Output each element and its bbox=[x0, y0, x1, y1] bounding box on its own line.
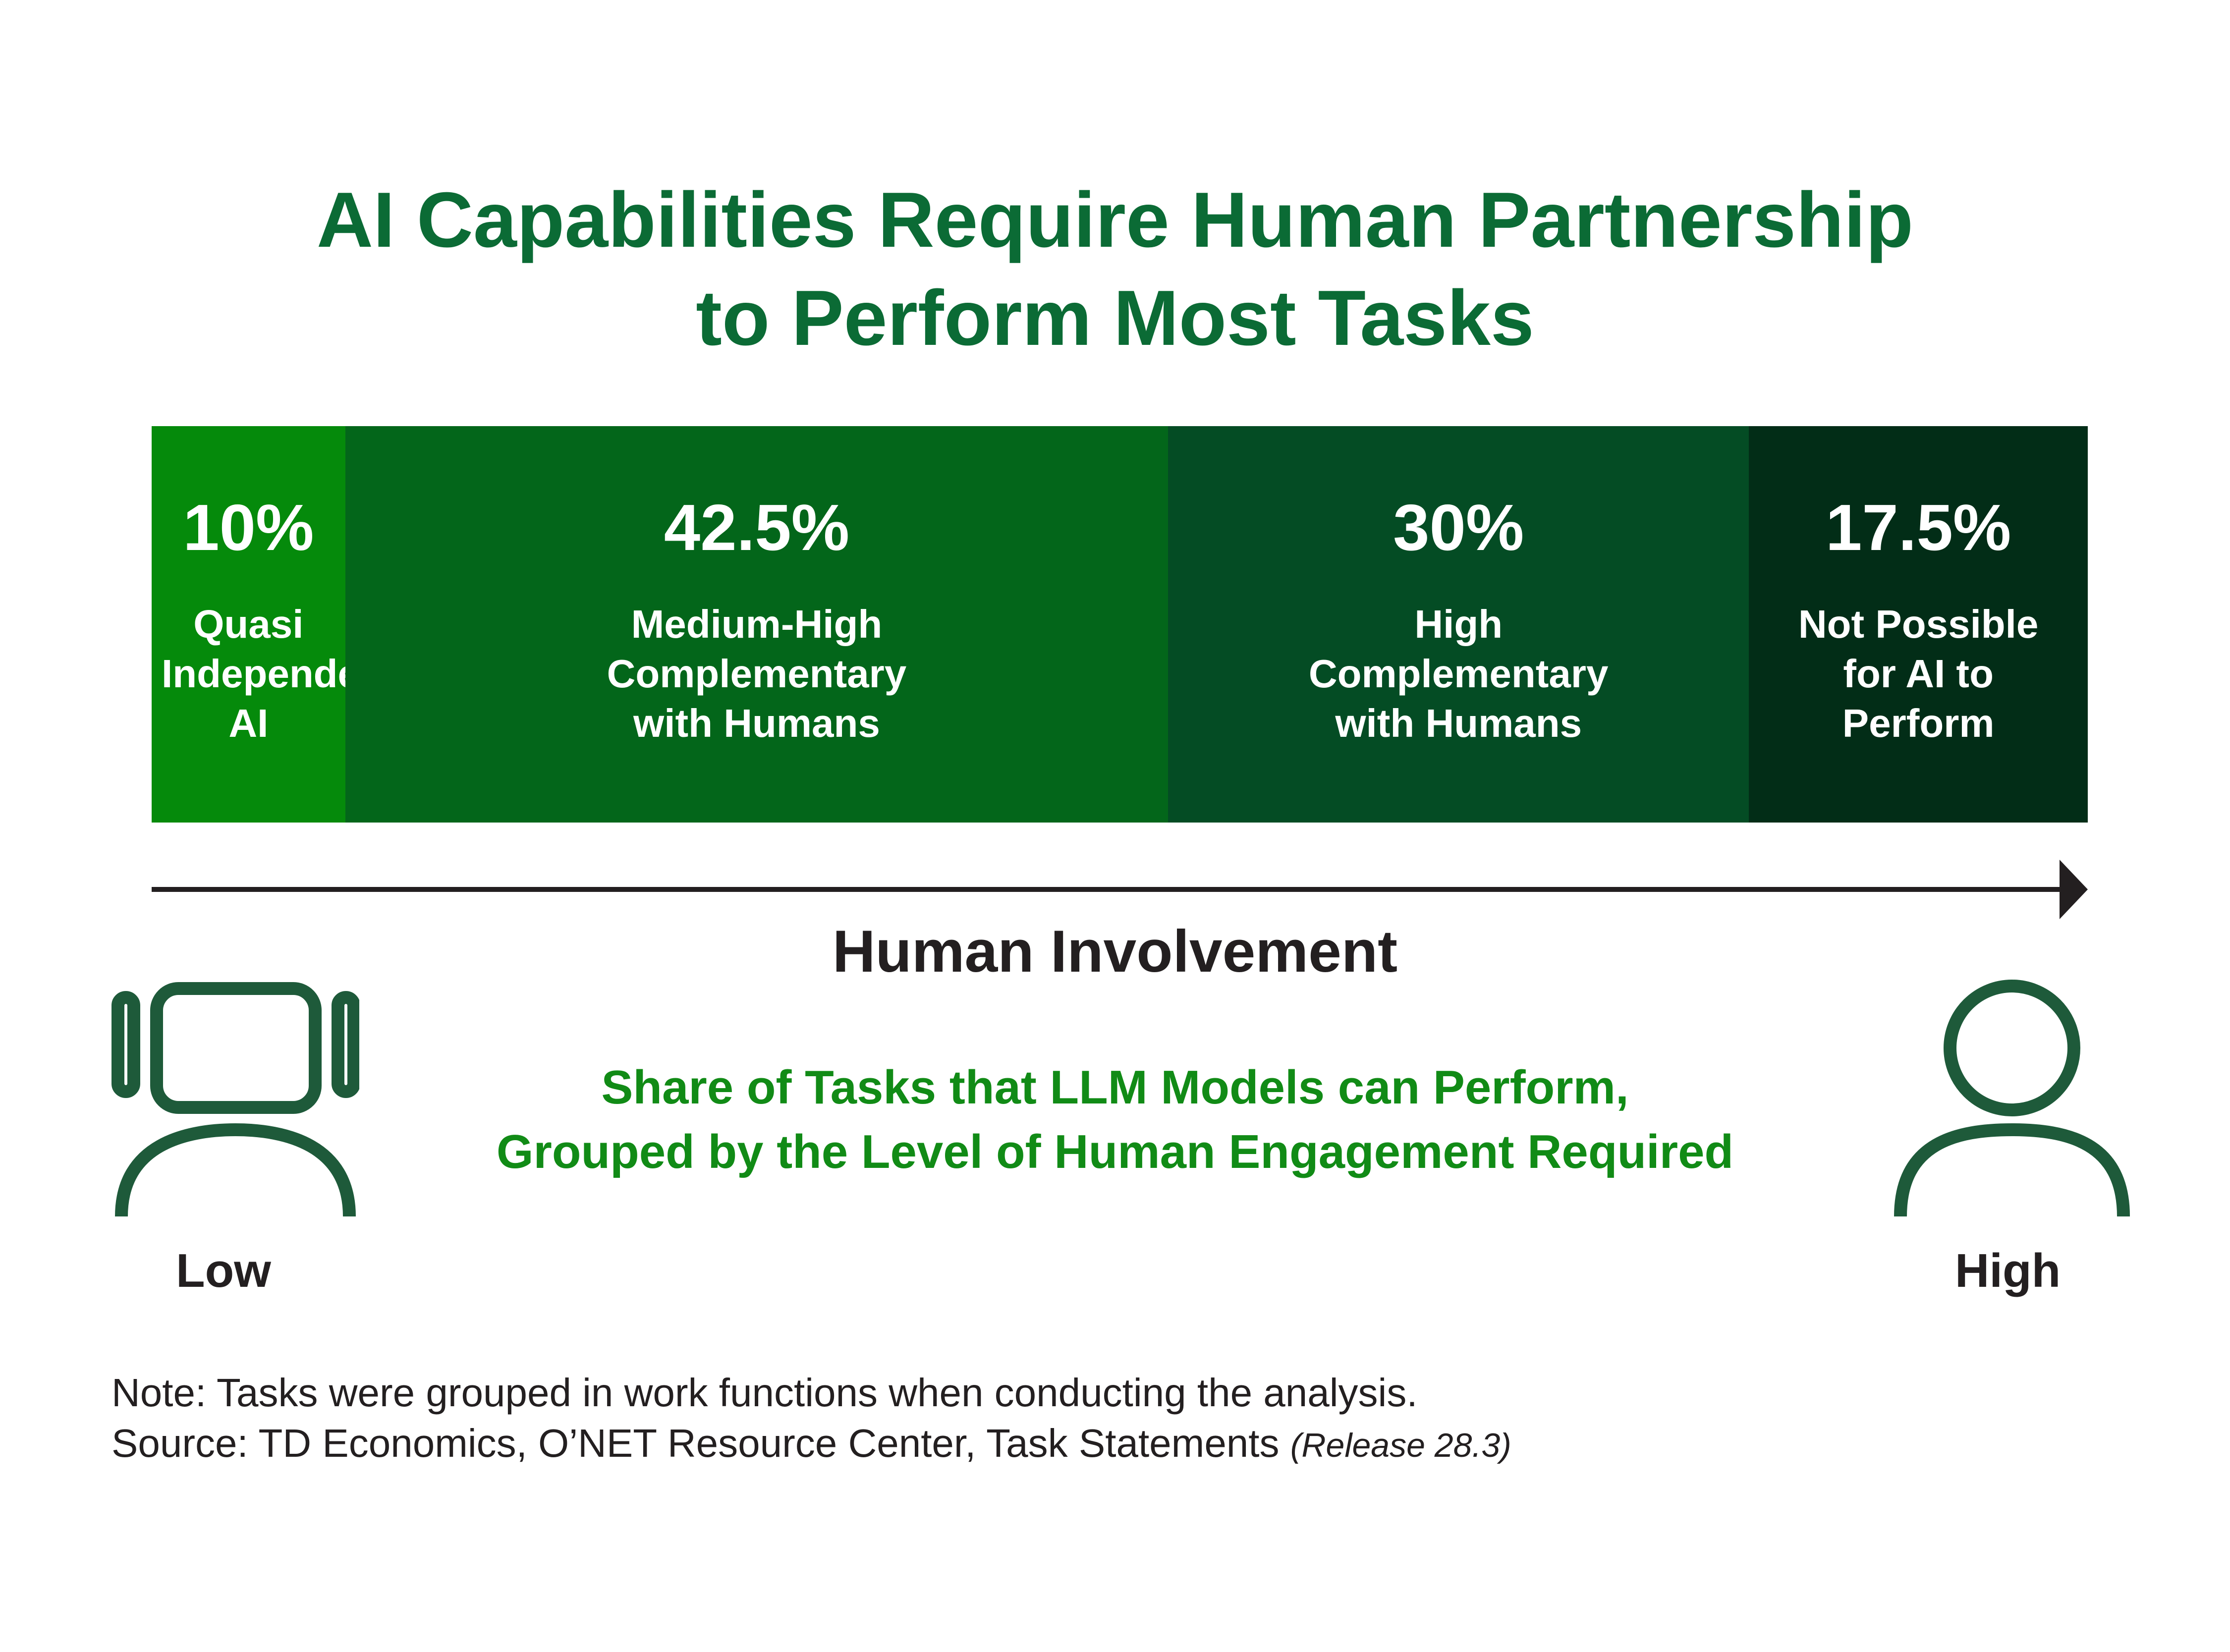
segment-category-label: High Complementary with Humans bbox=[1308, 602, 1609, 745]
segment-category-label: Quasi Independent AI bbox=[162, 602, 397, 745]
segment-value-label: 10% bbox=[183, 491, 314, 564]
bar-segment-2: 42.5% Medium-High Complementary with Huma… bbox=[345, 426, 1169, 823]
axis-title: Human Involvement bbox=[832, 918, 1398, 985]
axis-arrowhead bbox=[2060, 860, 2088, 919]
bar-segment-4: 17.5% Not Possible for AI to Perform bbox=[1749, 426, 2088, 823]
segment-category-label: Not Possible for AI to Perform bbox=[1798, 602, 2039, 745]
bar-segment-1: 10% Quasi Independent AI bbox=[152, 426, 397, 823]
segment-value-label: 17.5% bbox=[1825, 491, 2011, 564]
stacked-bar: 10% Quasi Independent AI 42.5% Medium-High … bbox=[152, 426, 2088, 823]
segment-value-label: 42.5% bbox=[664, 491, 850, 564]
chart-title-line-1: AI Capabilities Require Human Partnershi… bbox=[316, 176, 1914, 264]
chart-title: AI Capabilities Require Human Partnershi… bbox=[0, 171, 2230, 367]
segment-value-label: 30% bbox=[1393, 491, 1524, 564]
axis-high-label: High bbox=[1955, 1244, 2061, 1297]
human-involvement-axis bbox=[152, 860, 2088, 919]
segment-category-label: Medium-High Complementary with Humans bbox=[607, 602, 907, 745]
chart-subtitle-line-1: Share of Tasks that LLM Models can Perfo… bbox=[601, 1061, 1629, 1114]
source-line: Source: TD Economics, O’NET Resource Cen… bbox=[112, 1418, 1511, 1471]
source-text: Source: TD Economics, O’NET Resource Cen… bbox=[112, 1421, 1280, 1465]
note-text: Note: Tasks were grouped in work functio… bbox=[112, 1371, 1418, 1415]
robot-icon bbox=[112, 982, 359, 1217]
chart-subtitle: Share of Tasks that LLM Models can Perfo… bbox=[0, 1055, 2230, 1184]
person-icon bbox=[1894, 980, 2130, 1217]
chart-subtitle-line-2: Grouped by the Level of Human Engagement… bbox=[496, 1125, 1734, 1178]
bar-segment-3: 30% High Complementary with Humans bbox=[1168, 426, 1749, 823]
footnotes: Note: Tasks were grouped in work functio… bbox=[112, 1368, 1511, 1471]
axis-low-label: Low bbox=[176, 1244, 271, 1297]
release-text: (Release 28.3) bbox=[1290, 1427, 1511, 1464]
chart-title-line-2: to Perform Most Tasks bbox=[696, 275, 1534, 362]
